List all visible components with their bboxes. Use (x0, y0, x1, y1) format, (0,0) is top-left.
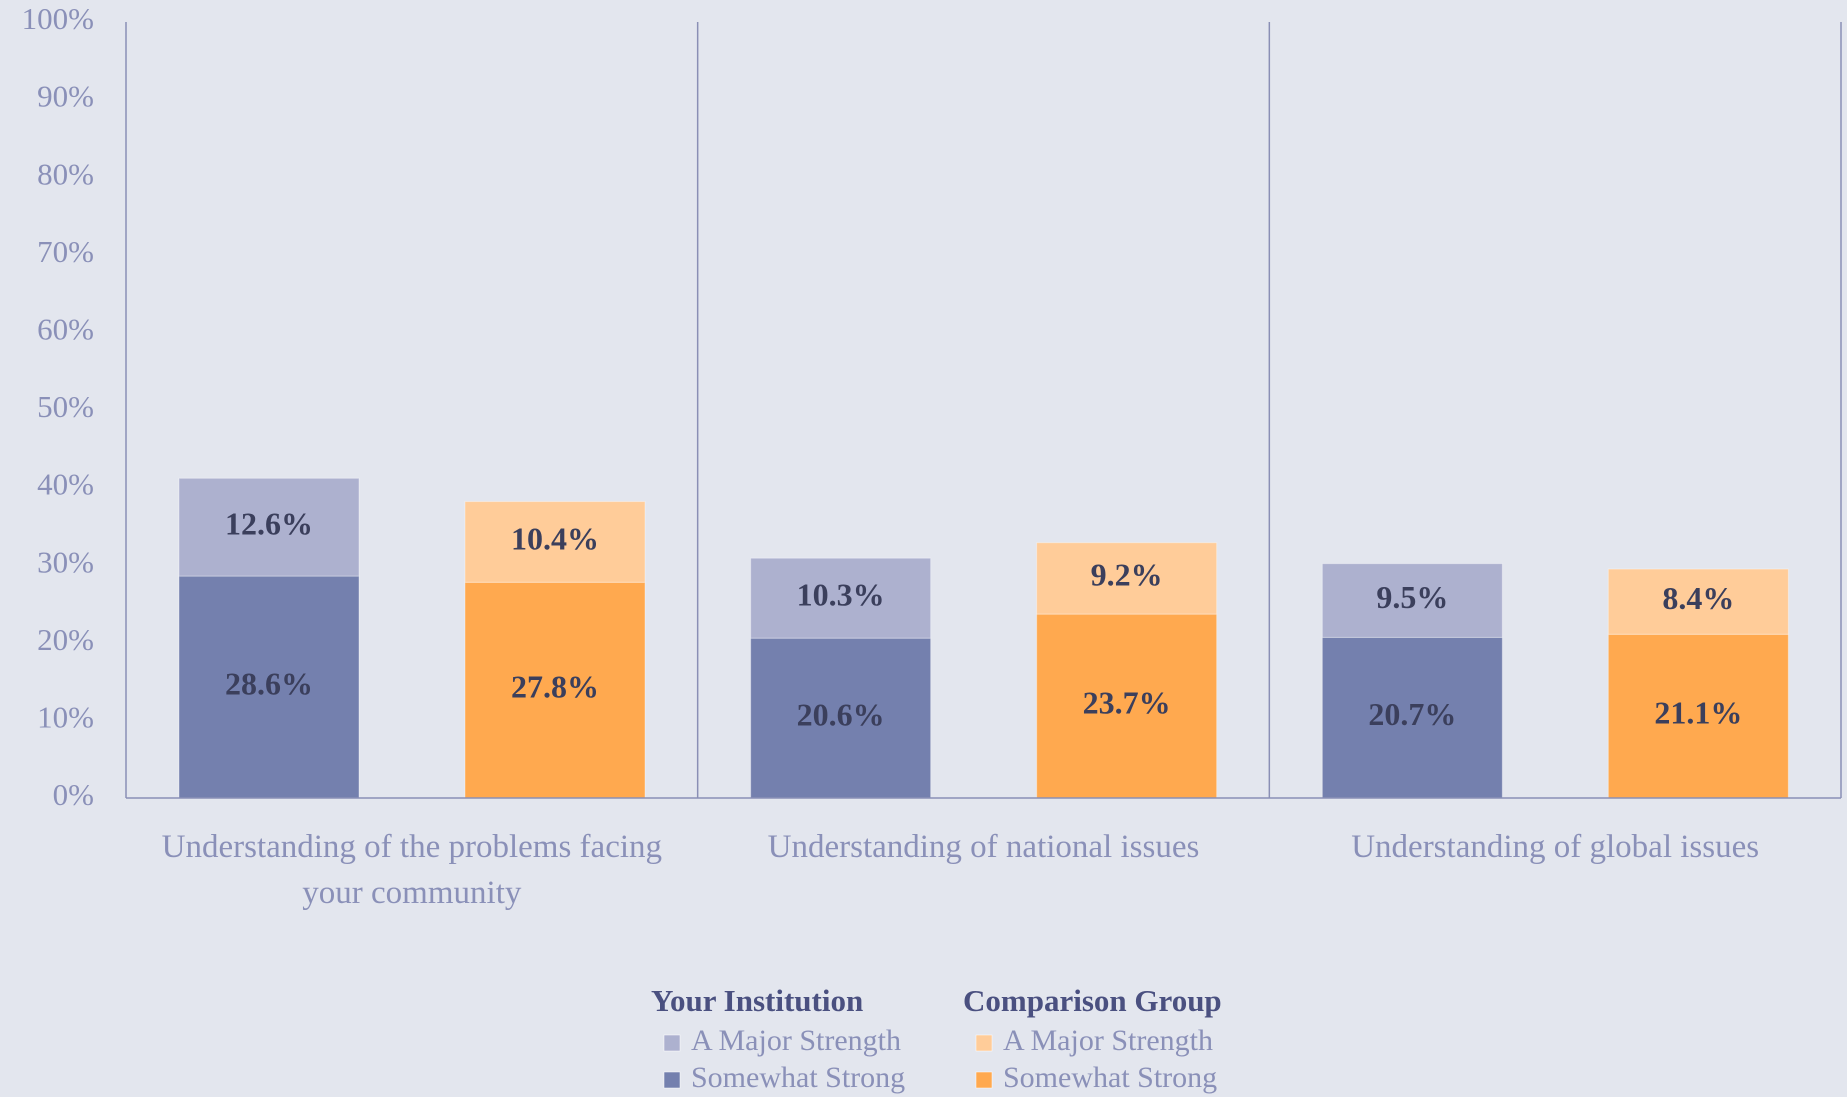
value-label: 28.6% (225, 665, 313, 701)
value-label: 23.7% (1083, 684, 1171, 720)
y-tick-label: 90% (37, 79, 94, 114)
legend-swatch (663, 1071, 681, 1089)
legend-label: Somewhat Strong (1003, 1061, 1217, 1094)
y-tick-label: 20% (37, 622, 94, 657)
bar-segment (750, 557, 932, 639)
bar-segment (750, 637, 932, 799)
x-tick-label: Understanding of national issues (767, 829, 1200, 865)
y-tick-label: 30% (37, 544, 94, 579)
y-tick-label: 50% (37, 389, 94, 424)
legend-group-title: Comparison Group (963, 983, 1222, 1018)
bar-segment (1036, 613, 1218, 799)
x-tick-label: Understanding of the problems facing you… (161, 829, 663, 911)
x-tick-label: Understanding of global issues (1351, 829, 1760, 865)
y-tick-label: 60% (37, 312, 94, 347)
bar-segment (1607, 633, 1789, 799)
y-tick-label: 0% (53, 777, 94, 812)
legend-swatch (975, 1071, 993, 1089)
y-tick-label: 100% (22, 1, 94, 36)
bar-segment (178, 477, 360, 577)
value-label: 9.2% (1091, 557, 1163, 593)
legend-label: A Major Strength (691, 1024, 901, 1057)
value-label: 12.6% (225, 506, 313, 542)
legend-label: A Major Strength (1003, 1024, 1213, 1057)
value-label: 10.3% (797, 577, 885, 613)
legend-swatch (663, 1034, 681, 1052)
value-label: 10.4% (511, 520, 599, 556)
y-tick-label: 10% (37, 700, 94, 735)
y-tick-label: 80% (37, 156, 94, 191)
value-label: 8.4% (1662, 580, 1734, 616)
y-tick-label: 70% (37, 234, 94, 269)
legend-group-title: Your Institution (651, 983, 863, 1018)
value-label: 20.6% (797, 696, 885, 732)
bar-segment (464, 501, 646, 583)
bar-segment (178, 575, 360, 799)
legend-label: Somewhat Strong (691, 1061, 905, 1094)
value-label: 20.7% (1368, 696, 1456, 732)
legend-swatch (975, 1034, 993, 1052)
y-tick-label: 40% (37, 467, 94, 502)
bar-segment (1607, 568, 1789, 635)
bar-segment (1321, 563, 1503, 638)
bar-segment (1036, 542, 1218, 615)
value-label: 27.8% (511, 668, 599, 704)
value-label: 9.5% (1376, 579, 1448, 615)
value-label: 21.1% (1654, 694, 1742, 730)
